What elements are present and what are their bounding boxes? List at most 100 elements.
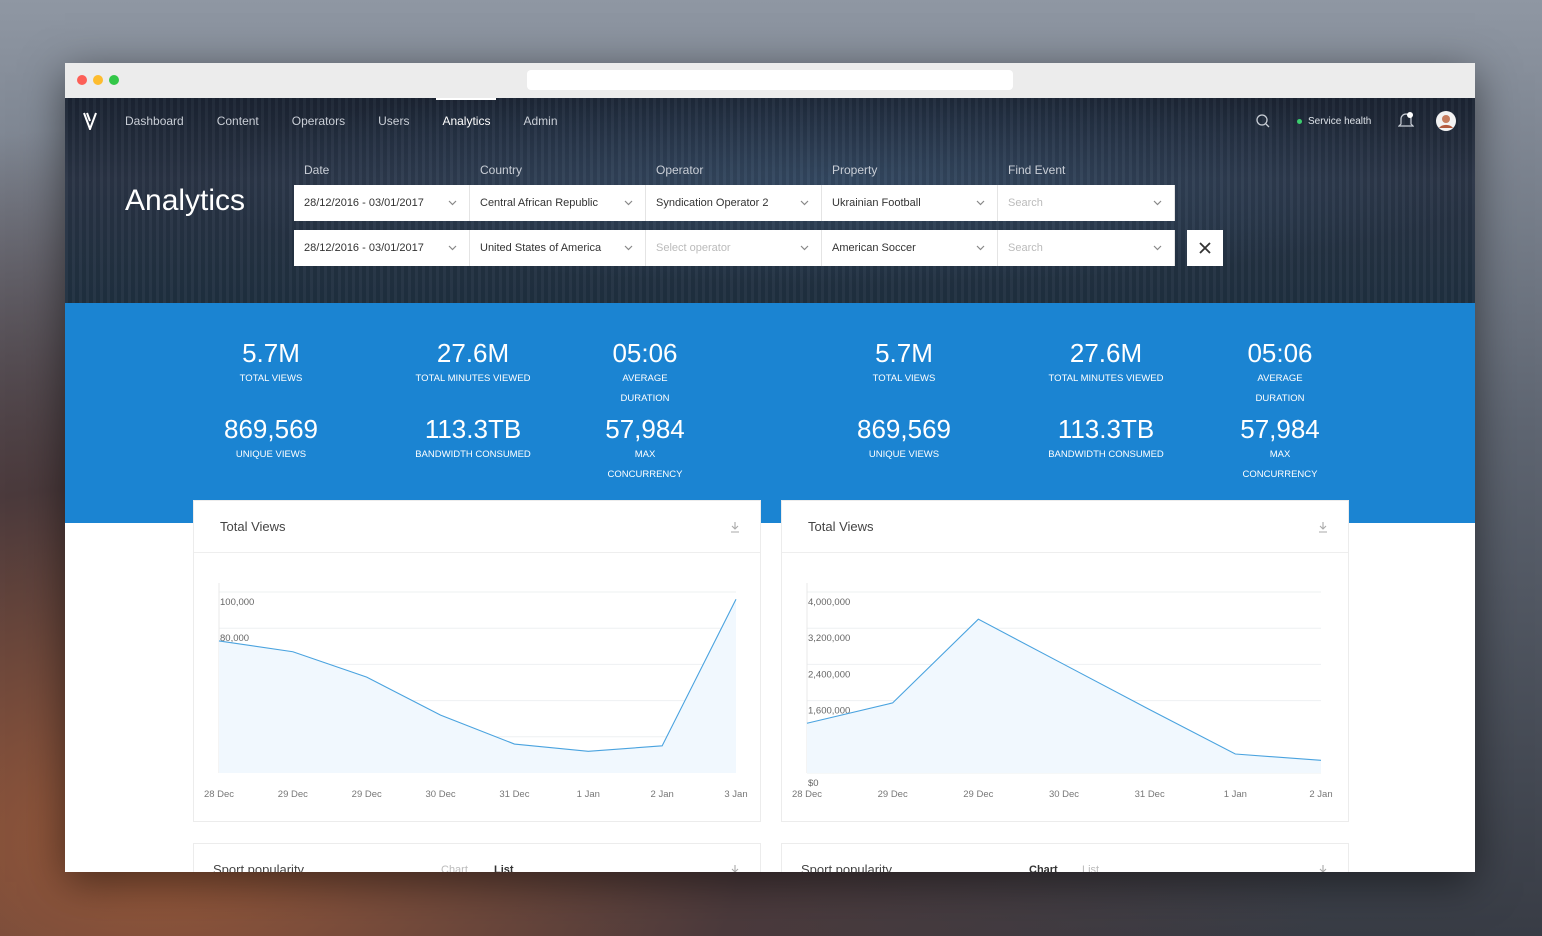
window-button[interactable] [109, 75, 119, 85]
stat-value: 113.3TB [424, 414, 522, 444]
stat-value: 05:06 [612, 338, 678, 368]
avatar[interactable] [1436, 111, 1456, 131]
stat: 27.6M TOTAL MINUTES VIEWED [408, 337, 538, 389]
filter-select[interactable]: Ukrainian Football [822, 185, 998, 221]
filter-select[interactable]: Search [998, 185, 1175, 221]
tab[interactable]: List [1082, 864, 1100, 872]
tab[interactable]: Chart [441, 864, 468, 872]
filter-label: Date [304, 163, 330, 177]
chevron [1153, 245, 1162, 251]
panel-title: Total Views [220, 519, 286, 534]
x-tick-label: 30 Dec [1049, 789, 1079, 800]
filter-value: Select operator [656, 242, 731, 254]
filter-label: Operator [656, 163, 704, 177]
chevron [624, 245, 633, 251]
chevron [448, 200, 457, 206]
stat: 5.7M TOTAL VIEWS [211, 337, 331, 389]
nav-item[interactable]: Operators [291, 114, 346, 128]
y-tick-label: 3,200,000 [808, 633, 850, 644]
stat-value: 869,569 [857, 414, 951, 444]
filter-select[interactable]: Select operator [646, 230, 822, 266]
x-tick-label: 29 Dec [878, 789, 908, 800]
x-tick-label: 2 Jan [1309, 789, 1332, 800]
x-tick-label: 3 Jan [724, 789, 747, 800]
line-chart: $0 1,600,000 2,400,000 3,200,000 4,000,000 28… [792, 583, 1333, 800]
tab[interactable]: Chart [1029, 864, 1058, 872]
filter-select[interactable]: United States of America [470, 230, 646, 266]
nav-item[interactable]: Admin [523, 114, 558, 128]
panel-title: Sport popularity [801, 862, 893, 872]
stats-band: 5.7M TOTAL VIEWS 27.6M TOTAL MINUTES VIEWED… [65, 303, 1475, 523]
filter-select[interactable]: 28/12/2016 - 03/01/2017 [294, 230, 470, 266]
x-tick-label: 28 Dec [204, 789, 234, 800]
stat-label: AVERAGE DURATION [1255, 373, 1305, 404]
clear-button[interactable] [1187, 230, 1223, 266]
stat-label: TOTAL VIEWS [239, 373, 303, 384]
stat-label: UNIQUE VIEWS [868, 449, 940, 460]
nav-item[interactable]: Dashboard [125, 114, 184, 128]
active-indicator [436, 98, 497, 100]
line [806, 618, 1322, 761]
filter-select[interactable]: Syndication Operator 2 [646, 185, 822, 221]
y-tick-label: 1,600,000 [808, 706, 850, 717]
filter-value: Syndication Operator 2 [656, 197, 769, 209]
header: Dashboard Content Operators Users Analytics A… [65, 98, 1475, 303]
nav-item[interactable]: Content [216, 114, 259, 128]
service-health[interactable]: Service health [1308, 116, 1372, 127]
notifications[interactable] [1398, 112, 1414, 129]
sport-panel: Sport popularity Chart List [781, 843, 1349, 872]
download-icon[interactable] [1318, 521, 1328, 533]
filter-select[interactable]: 28/12/2016 - 03/01/2017 [294, 185, 470, 221]
download-icon[interactable] [730, 864, 740, 872]
stat: 869,569 UNIQUE VIEWS [211, 413, 331, 465]
y-tick-label: 80,000 [220, 633, 249, 644]
download-icon[interactable] [1318, 864, 1328, 872]
x-tick-label: 28 Dec [792, 789, 822, 800]
chevron [800, 245, 809, 251]
divider [194, 552, 760, 553]
tab[interactable]: List [494, 864, 514, 872]
x-tick-label: 2 Jan [651, 789, 674, 800]
y-tick-label: 4,000,000 [808, 597, 850, 608]
stat-label: BANDWIDTH CONSUMED [415, 449, 531, 460]
x-tick-label: 31 Dec [1135, 789, 1165, 800]
nav: Dashboard Content Operators Users Analytics A… [125, 98, 558, 144]
stat: 113.3TB BANDWIDTH CONSUMED [1041, 413, 1171, 465]
logo[interactable] [83, 112, 97, 130]
chevron [1153, 200, 1162, 206]
stat-label: MAX CONCURRENCY [607, 449, 683, 480]
x-tick-label: 1 Jan [1224, 789, 1247, 800]
stat-label: AVERAGE DURATION [620, 373, 670, 404]
filter-value: 28/12/2016 - 03/01/2017 [304, 242, 424, 254]
filter-select[interactable]: Central African Republic [470, 185, 646, 221]
window-button[interactable] [93, 75, 103, 85]
filter-value: Central African Republic [480, 197, 599, 209]
x-tick-label: 29 Dec [278, 789, 308, 800]
x-tick-label: 31 Dec [499, 789, 529, 800]
search-icon[interactable] [1256, 114, 1270, 128]
x-tick-label: 29 Dec [352, 789, 382, 800]
stat-value: 05:06 [1247, 338, 1313, 368]
stat: 57,984 MAX CONCURRENCY [1240, 413, 1320, 485]
stat-label: UNIQUE VIEWS [235, 449, 307, 460]
address-bar[interactable] [527, 70, 1013, 90]
area [219, 599, 736, 773]
status-dot [1297, 119, 1302, 124]
stat: 57,984 MAX CONCURRENCY [605, 413, 685, 485]
stat: 5.7M TOTAL VIEWS [844, 337, 964, 389]
window-button[interactable] [77, 75, 87, 85]
title-bar [65, 63, 1475, 99]
x-tick-label: 30 Dec [426, 789, 456, 800]
nav-item[interactable]: Analytics [436, 98, 497, 144]
download-icon[interactable] [730, 521, 740, 533]
filter-value: 28/12/2016 - 03/01/2017 [304, 197, 424, 209]
filter-select[interactable]: American Soccer [822, 230, 998, 266]
filter-value: United States of America [480, 242, 602, 254]
stat-value: 57,984 [605, 414, 685, 444]
stat-label: TOTAL VIEWS [872, 373, 936, 384]
nav-item[interactable]: Users [378, 114, 410, 128]
filter-select[interactable]: Search [998, 230, 1175, 266]
chevron [800, 200, 809, 206]
